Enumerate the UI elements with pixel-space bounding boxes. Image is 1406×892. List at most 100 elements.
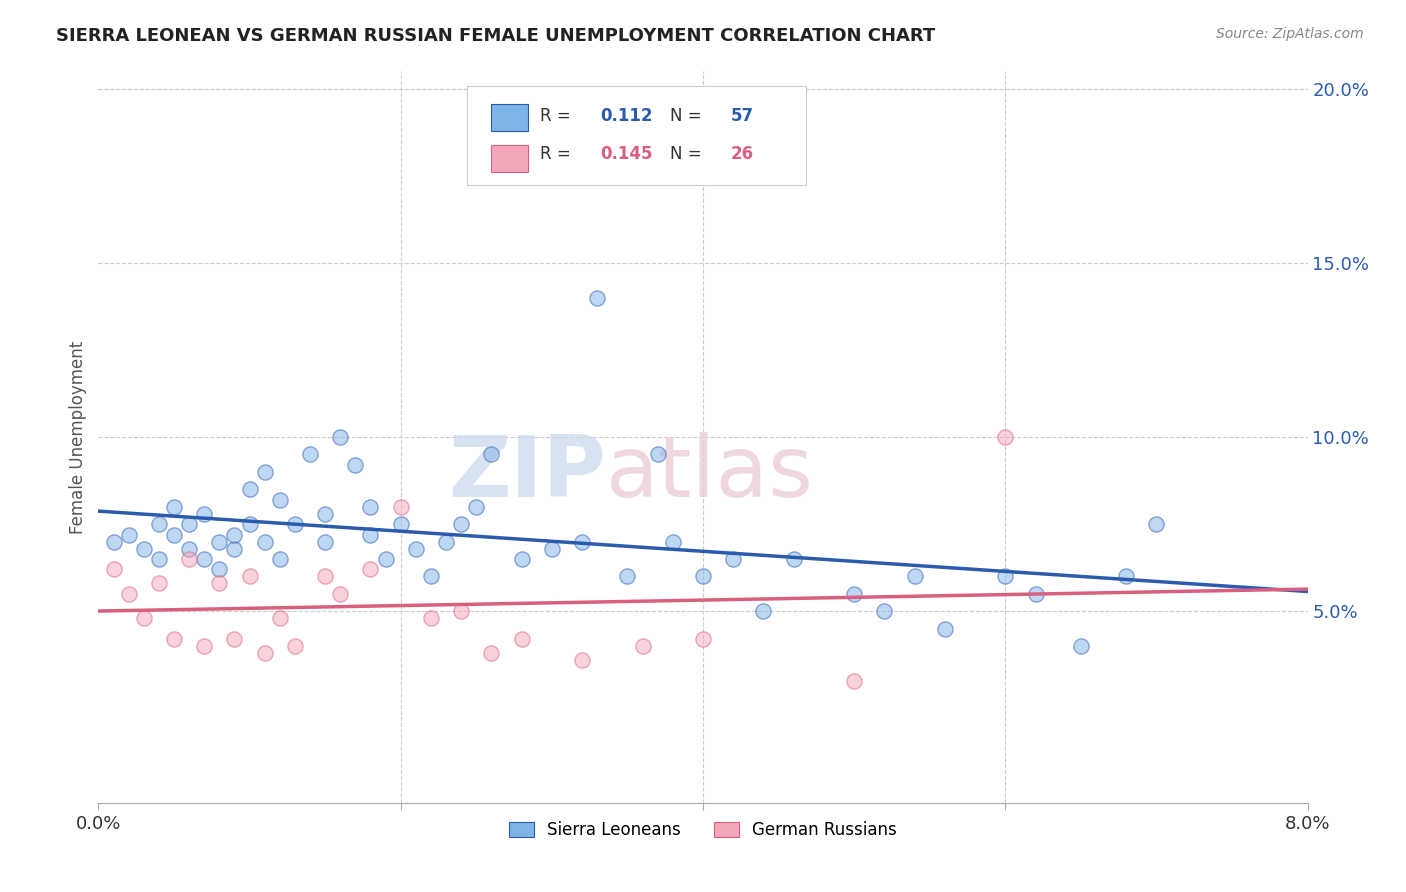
Text: 0.112: 0.112: [600, 107, 652, 126]
Point: [179, 552, 201, 566]
Point: [163, 632, 186, 646]
Point: [329, 587, 352, 601]
Point: [360, 500, 382, 514]
Point: [253, 534, 276, 549]
Point: [193, 639, 215, 653]
Point: [208, 562, 231, 576]
Point: [844, 587, 866, 601]
Point: [434, 534, 457, 549]
Text: atlas: atlas: [606, 432, 814, 516]
Point: [148, 576, 170, 591]
Point: [389, 517, 412, 532]
Point: [873, 604, 896, 618]
Point: [253, 646, 276, 660]
Text: SIERRA LEONEAN VS GERMAN RUSSIAN FEMALE UNEMPLOYMENT CORRELATION CHART: SIERRA LEONEAN VS GERMAN RUSSIAN FEMALE …: [56, 27, 935, 45]
Point: [314, 569, 336, 583]
Point: [586, 291, 609, 305]
Point: [571, 653, 593, 667]
Text: R =: R =: [540, 107, 576, 126]
Point: [132, 541, 155, 556]
Point: [239, 483, 262, 497]
Point: [179, 541, 201, 556]
Point: [481, 448, 503, 462]
Point: [269, 611, 291, 625]
Point: [405, 541, 427, 556]
Point: [284, 639, 307, 653]
Point: [299, 448, 322, 462]
Point: [994, 569, 1017, 583]
Point: [844, 673, 866, 688]
Point: [193, 552, 215, 566]
Point: [360, 562, 382, 576]
Point: [1070, 639, 1092, 653]
Point: [450, 517, 472, 532]
Point: [148, 517, 170, 532]
Point: [783, 552, 806, 566]
Point: [344, 458, 367, 472]
Point: [314, 534, 336, 549]
Legend: Sierra Leoneans, German Russians: Sierra Leoneans, German Russians: [502, 814, 904, 846]
Point: [510, 552, 533, 566]
Point: [163, 500, 186, 514]
Text: Source: ZipAtlas.com: Source: ZipAtlas.com: [1216, 27, 1364, 41]
Text: 26: 26: [731, 145, 754, 163]
Point: [103, 562, 125, 576]
Text: 57: 57: [731, 107, 754, 126]
Point: [208, 534, 231, 549]
Y-axis label: Female Unemployment: Female Unemployment: [69, 341, 87, 533]
Point: [314, 507, 336, 521]
Text: ZIP: ZIP: [449, 432, 606, 516]
Point: [132, 611, 155, 625]
Point: [179, 517, 201, 532]
Point: [647, 448, 669, 462]
Point: [148, 552, 170, 566]
Point: [661, 534, 683, 549]
Point: [269, 492, 291, 507]
Point: [540, 541, 562, 556]
Point: [360, 527, 382, 541]
Point: [253, 465, 276, 479]
Point: [420, 611, 443, 625]
Point: [193, 507, 215, 521]
Point: [723, 552, 745, 566]
Point: [163, 527, 186, 541]
Point: [118, 527, 141, 541]
Point: [420, 569, 443, 583]
Point: [692, 632, 714, 646]
Point: [239, 517, 262, 532]
Bar: [492, 145, 527, 172]
Point: [692, 569, 714, 583]
Point: [934, 622, 956, 636]
Point: [284, 517, 307, 532]
Point: [1115, 569, 1137, 583]
Point: [224, 632, 246, 646]
Point: [329, 430, 352, 444]
Point: [616, 569, 638, 583]
Text: 0.145: 0.145: [600, 145, 652, 163]
Point: [239, 569, 262, 583]
Point: [994, 430, 1017, 444]
Point: [631, 639, 654, 653]
Point: [450, 604, 472, 618]
Point: [269, 552, 291, 566]
Point: [1146, 517, 1168, 532]
Point: [510, 632, 533, 646]
Point: [118, 587, 141, 601]
Point: [224, 541, 246, 556]
Point: [374, 552, 396, 566]
Text: N =: N =: [671, 145, 707, 163]
Point: [571, 534, 593, 549]
Point: [208, 576, 231, 591]
Point: [224, 527, 246, 541]
Text: N =: N =: [671, 107, 707, 126]
Point: [904, 569, 927, 583]
Point: [752, 604, 775, 618]
FancyBboxPatch shape: [467, 86, 806, 185]
Point: [389, 500, 412, 514]
Bar: [492, 103, 527, 131]
Point: [1025, 587, 1047, 601]
Point: [103, 534, 125, 549]
Point: [465, 500, 488, 514]
Text: R =: R =: [540, 145, 576, 163]
Point: [481, 646, 503, 660]
